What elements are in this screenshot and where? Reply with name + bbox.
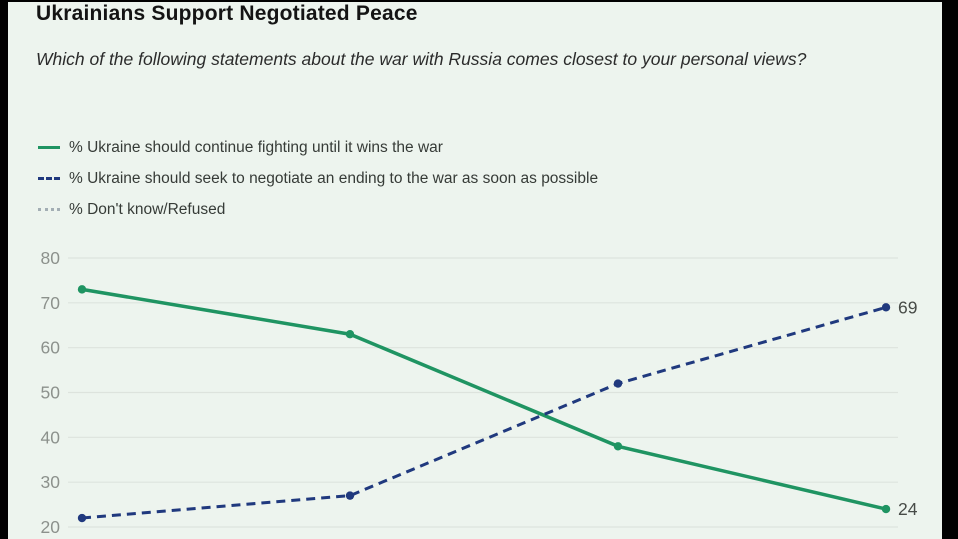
y-tick-label-80: 80	[41, 248, 61, 268]
data-point-negotiate	[77, 513, 87, 523]
dashed-line-swatch-icon	[38, 177, 60, 180]
legend-label: % Ukraine should continue fighting until…	[69, 138, 443, 156]
chart-subtitle: Which of the following statements about …	[36, 49, 807, 69]
y-tick-label-30: 30	[41, 472, 61, 492]
data-point-negotiate	[881, 303, 891, 312]
y-tick-label-70: 70	[41, 293, 61, 313]
end-value-label-fight: 24	[898, 499, 918, 519]
solid-line-swatch-icon	[38, 146, 60, 149]
y-tick-label-40: 40	[41, 427, 61, 447]
legend-item-dont-know: % Don't know/Refused	[38, 194, 598, 225]
line-chart-plot: 80 70 60 50 40 30 20 24 69	[41, 248, 918, 537]
y-tick-label-20: 20	[41, 517, 61, 537]
series-line-negotiate	[81, 305, 887, 520]
legend-label: % Ukraine should seek to negotiate an en…	[69, 169, 599, 187]
legend-item-fight: % Ukraine should continue fighting until…	[38, 132, 598, 163]
data-point-negotiate	[613, 379, 623, 388]
data-point-fight	[77, 285, 87, 294]
y-tick-label-60: 60	[41, 338, 61, 358]
series-line-fight	[81, 287, 887, 511]
legend-item-negotiate: % Ukraine should seek to negotiate an en…	[38, 163, 598, 194]
dotted-line-swatch-icon	[38, 208, 60, 211]
chart-frame: Ukrainians Support Negotiated Peace Whic…	[8, 2, 942, 539]
legend-label: % Don't know/Refused	[69, 200, 226, 218]
chart-title: Ukrainians Support Negotiated Peace	[36, 2, 418, 25]
y-tick-label-50: 50	[41, 383, 61, 403]
chart-legend: % Ukraine should continue fighting until…	[38, 132, 598, 225]
data-point-fight	[345, 330, 355, 339]
end-value-label-negotiate: 69	[898, 297, 917, 317]
data-point-fight	[881, 504, 891, 514]
data-point-fight	[613, 442, 623, 451]
data-point-negotiate	[345, 491, 355, 500]
